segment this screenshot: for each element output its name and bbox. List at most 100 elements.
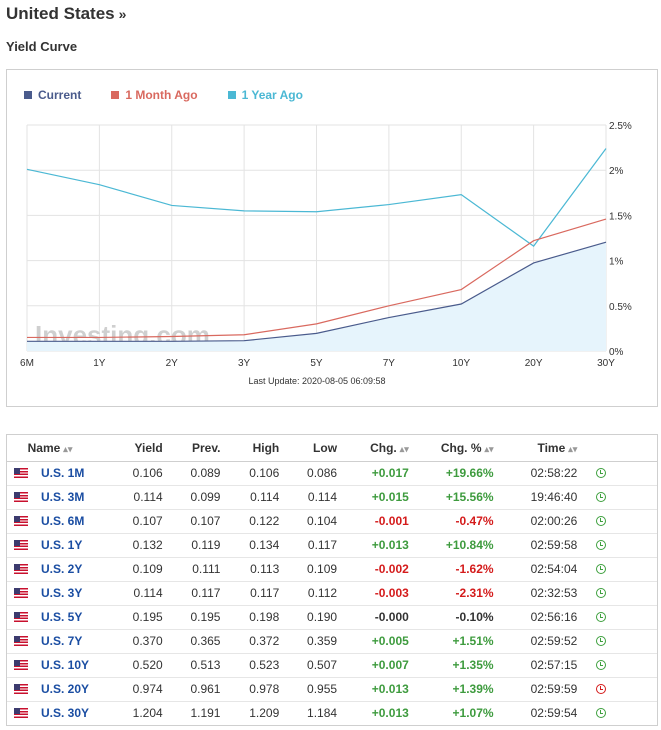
chg-pct-cell: -0.47%: [408, 509, 494, 534]
page-title[interactable]: United States»: [6, 4, 126, 24]
time-cell: 02:32:53: [493, 581, 578, 606]
yield-curve-chart: Current 1 Month Ago 1 Year Ago Investing.c…: [6, 69, 658, 407]
prev-cell: 0.111: [162, 557, 221, 582]
bond-name-cell: U.S. 1M: [7, 461, 93, 486]
bond-name-cell: U.S. 1Y: [7, 533, 93, 558]
col-header-time[interactable]: Time ▴▾: [493, 435, 578, 462]
us-flag-icon: [14, 660, 28, 670]
table-row[interactable]: U.S. 5Y 0.195 0.195 0.198 0.190 -0.000 -0.10% 0…: [7, 605, 657, 630]
high-cell: 0.372: [220, 629, 280, 654]
bond-name-cell: U.S. 6M: [7, 509, 93, 534]
status-cell: [577, 605, 657, 630]
status-cell: [577, 653, 657, 678]
table-row[interactable]: U.S. 1Y 0.132 0.119 0.134 0.117 +0.013 +10.84%…: [7, 533, 657, 558]
bond-name-link[interactable]: U.S. 3Y: [41, 586, 83, 600]
sort-icon[interactable]: ▴▾: [568, 443, 578, 454]
table-row[interactable]: U.S. 3Y 0.114 0.117 0.117 0.112 -0.003 -2.31% 0…: [7, 581, 657, 606]
bond-name-link[interactable]: U.S. 5Y: [41, 610, 83, 624]
series-line-1-year-ago: [26, 148, 607, 247]
bond-name-cell: U.S. 20Y: [7, 677, 93, 702]
table-row[interactable]: U.S. 2Y 0.109 0.111 0.113 0.109 -0.002 -1.62% 0…: [7, 557, 657, 582]
prev-cell: 0.089: [162, 461, 221, 486]
legend-item[interactable]: 1 Month Ago: [111, 88, 198, 102]
sort-icon[interactable]: ▴▾: [399, 443, 409, 454]
low-cell: 0.086: [279, 461, 338, 486]
chevron-right-icon[interactable]: »: [118, 6, 127, 22]
chg-cell: -0.002: [337, 557, 409, 582]
y-tick-label: 2.5%: [609, 121, 632, 132]
prev-cell: 0.107: [162, 509, 221, 534]
status-cell: [577, 629, 657, 654]
status-cell: [577, 677, 657, 702]
table-row[interactable]: U.S. 1M 0.106 0.089 0.106 0.086 +0.017 +19.66%…: [7, 461, 657, 486]
time-cell: 02:59:59: [493, 677, 578, 702]
series-line-current: [27, 241, 607, 342]
yield-cell: 0.106: [92, 461, 163, 486]
col-header-status: [577, 435, 657, 462]
us-flag-icon: [14, 564, 28, 574]
chg-cell: +0.013: [337, 677, 409, 702]
chg-pct-cell: +1.07%: [452, 706, 494, 721]
bond-name-link[interactable]: U.S. 2Y: [41, 562, 83, 576]
table-row[interactable]: U.S. 3M 0.114 0.099 0.114 0.114 +0.015 +15.56%…: [7, 485, 657, 510]
status-cell: [577, 557, 657, 582]
table-row[interactable]: U.S. 20Y 0.974 0.961 0.978 0.955 +0.013 +1.39%…: [7, 677, 657, 702]
time-cell: 02:59:52: [493, 629, 578, 654]
high-cell: 0.134: [220, 533, 280, 558]
high-cell: 0.978: [220, 677, 280, 702]
us-flag-icon: [14, 612, 28, 622]
bonds-table: Name ▴▾ Yield Prev. High Low Chg. ▴▾ Chg. …: [7, 435, 657, 725]
low-cell: 0.112: [279, 581, 338, 606]
yield-cell: 1.204: [132, 706, 163, 721]
us-flag-icon: [14, 540, 28, 550]
y-tick-label: 1.5%: [609, 211, 632, 222]
x-tick-label: 6M: [20, 358, 34, 369]
prev-cell: 0.119: [162, 533, 221, 558]
clock-icon: [596, 564, 607, 574]
sort-icon[interactable]: ▴▾: [63, 443, 73, 454]
x-tick-label: 3Y: [238, 358, 251, 369]
bond-name-link[interactable]: U.S. 20Y: [41, 682, 90, 696]
x-tick-label: 1Y: [93, 358, 106, 369]
yield-cell: 0.114: [92, 485, 163, 510]
bond-name-link[interactable]: U.S. 30Y: [41, 706, 90, 721]
col-header-name[interactable]: Name ▴▾: [7, 435, 93, 462]
us-flag-icon: [14, 516, 28, 526]
prev-cell: 0.513: [162, 653, 221, 678]
chg-pct-cell: -2.31%: [408, 581, 494, 606]
status-cell: [577, 509, 657, 534]
bond-name-cell: U.S. 7Y: [7, 629, 93, 654]
bond-name-link[interactable]: U.S. 6M: [41, 514, 85, 528]
bond-name-link[interactable]: U.S. 7Y: [41, 634, 83, 648]
time-cell: 02:56:16: [493, 605, 578, 630]
y-tick-label: 0%: [609, 347, 624, 358]
table-row[interactable]: U.S. 6M 0.107 0.107 0.122 0.104 -0.001 -0.47% 0…: [7, 509, 657, 534]
col-header-chg-pct[interactable]: Chg. % ▴▾: [408, 435, 494, 462]
country-title[interactable]: United States: [6, 4, 115, 23]
low-cell: 0.109: [279, 557, 338, 582]
us-flag-icon: [14, 708, 28, 719]
high-cell: 1.209: [249, 706, 280, 721]
bond-name-link[interactable]: U.S. 1M: [41, 466, 85, 480]
chg-cell: -0.003: [337, 581, 409, 606]
col-header-prev: Prev.: [162, 435, 221, 462]
col-header-chg[interactable]: Chg. ▴▾: [337, 435, 409, 462]
table-row[interactable]: U.S. 30Y 1.204 1.191 1.209 1.184 +0.013 +1.07%…: [7, 701, 657, 725]
table-header-row: Name ▴▾ Yield Prev. High Low Chg. ▴▾ Chg. …: [7, 435, 657, 462]
bond-name-link[interactable]: U.S. 3M: [41, 490, 85, 504]
legend-label: Current: [38, 88, 82, 102]
table-row[interactable]: U.S. 7Y 0.370 0.365 0.372 0.359 +0.005 +1.51% 0…: [7, 629, 657, 654]
legend-item[interactable]: 1 Year Ago: [227, 88, 303, 102]
yield-cell: 0.370: [92, 629, 163, 654]
low-cell: 0.117: [279, 533, 338, 558]
sort-icon[interactable]: ▴▾: [484, 443, 494, 454]
bond-name-link[interactable]: U.S. 10Y: [41, 658, 90, 672]
chg-cell: +0.007: [337, 653, 409, 678]
bond-name-link[interactable]: U.S. 1Y: [41, 538, 83, 552]
high-cell: 0.523: [220, 653, 280, 678]
table-row[interactable]: U.S. 10Y 0.520 0.513 0.523 0.507 +0.007 +1.35%…: [7, 653, 657, 678]
legend-item[interactable]: Current: [24, 88, 81, 102]
yield-cell: 0.195: [92, 605, 163, 630]
high-cell: 0.117: [220, 581, 280, 606]
